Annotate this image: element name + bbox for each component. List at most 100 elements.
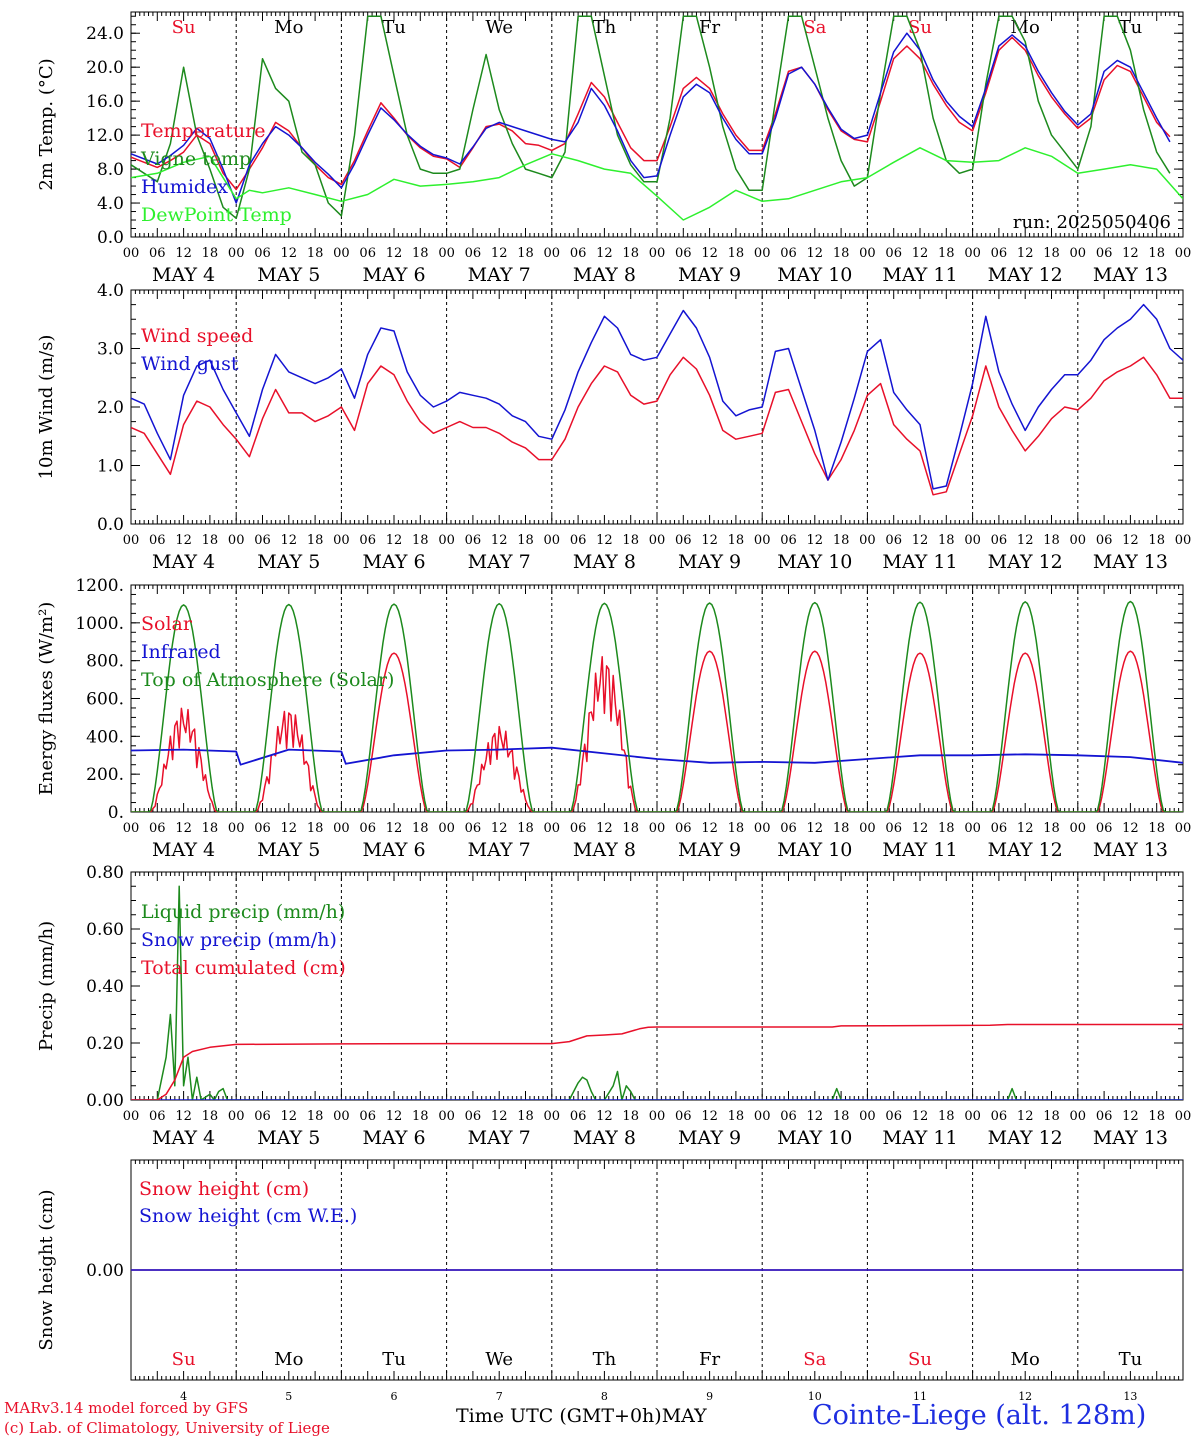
hour-tick-label: 06 — [570, 1109, 587, 1124]
hour-tick-label: 12 — [807, 821, 824, 836]
hour-tick-label: 06 — [570, 533, 587, 548]
weekday-label: Tu — [382, 17, 406, 38]
hour-tick-label: 18 — [517, 246, 534, 261]
hour-tick-label: 00 — [1070, 533, 1087, 548]
hour-tick-label: 06 — [991, 821, 1008, 836]
y-tick-label: 800. — [86, 652, 124, 672]
date-label: MAY 9 — [678, 839, 741, 861]
hour-tick-label: 18 — [1148, 246, 1165, 261]
series-group — [131, 15, 1183, 221]
hour-tick-label: 00 — [123, 821, 140, 836]
hour-tick-label: 18 — [728, 533, 745, 548]
hour-tick-label: 00 — [859, 246, 876, 261]
hour-tick-label: 06 — [885, 821, 902, 836]
hour-tick-label: 12 — [596, 246, 613, 261]
date-label: MAY 9 — [678, 264, 741, 286]
weekday-label: Mo — [1011, 17, 1040, 38]
hour-tick-label: 12 — [1122, 246, 1139, 261]
legend-label: Liquid precip (mm/h) — [141, 901, 345, 923]
hour-tick-label: 12 — [386, 1109, 403, 1124]
y-axis-label: Snow height (cm) — [36, 1189, 57, 1350]
hour-tick-label: 00 — [754, 246, 771, 261]
date-label: MAY 13 — [1093, 264, 1168, 286]
hour-tick-label: 12 — [175, 1109, 192, 1124]
hour-tick-label: 00 — [1070, 1109, 1087, 1124]
hour-tick-label: 18 — [833, 533, 850, 548]
weekday-label: We — [485, 17, 513, 38]
hour-tick-label: 00 — [754, 533, 771, 548]
date-label: MAY 7 — [468, 264, 531, 286]
hour-tick-label: 06 — [675, 246, 692, 261]
date-label: MAY 11 — [882, 551, 957, 573]
legend-label: Wind speed — [141, 325, 253, 347]
hour-tick-label: 12 — [701, 1109, 718, 1124]
hour-tick-label: 12 — [491, 246, 508, 261]
panel-energy: 0. 200. 400. 600. 800. 1000. 1200. Energy fluxe… — [36, 576, 1191, 861]
day-number-label: 10 — [808, 1390, 822, 1403]
hour-tick-label: 18 — [938, 246, 955, 261]
hour-tick-label: 12 — [596, 533, 613, 548]
date-label: MAY 13 — [1093, 839, 1168, 861]
hour-tick-label: 06 — [1096, 533, 1113, 548]
hour-tick-label: 00 — [1175, 1109, 1192, 1124]
hour-tick-label: 00 — [859, 1109, 876, 1124]
y-axis-label: Energy fluxes (W/m²) — [36, 602, 57, 796]
hour-tick-label: 12 — [912, 1109, 929, 1124]
hour-tick-label: 18 — [938, 821, 955, 836]
hour-tick-label: 12 — [1122, 533, 1139, 548]
hour-tick-label: 12 — [1122, 821, 1139, 836]
hour-tick-label: 18 — [622, 821, 639, 836]
weekday-label: Mo — [274, 1349, 303, 1370]
weekday-label: Sa — [803, 17, 826, 38]
series-line-liquid-precip-mm-h- — [131, 885, 1183, 1100]
legend-label: Snow height (cm) — [139, 1178, 309, 1200]
hour-tick-label: 18 — [307, 246, 324, 261]
date-label: MAY 4 — [152, 1127, 215, 1149]
hour-tick-label: 12 — [807, 246, 824, 261]
hour-tick-label: 18 — [1148, 1109, 1165, 1124]
hour-tick-label: 00 — [228, 533, 245, 548]
hour-tick-label: 12 — [386, 246, 403, 261]
hour-tick-label: 06 — [254, 1109, 271, 1124]
hour-tick-label: 12 — [175, 533, 192, 548]
day-number-label: 7 — [496, 1390, 503, 1403]
legend-label: Humidex — [141, 176, 228, 198]
date-label: MAY 12 — [988, 839, 1063, 861]
y-tick-label: 200. — [86, 765, 124, 785]
series-line-vigne-temp — [131, 15, 1171, 220]
lab-credit: (c) Lab. of Climatology, University of L… — [4, 1419, 330, 1437]
series-line-dewpoint-temp — [131, 147, 1183, 221]
legend-label: Snow precip (mm/h) — [141, 929, 337, 951]
hour-tick-label: 00 — [754, 1109, 771, 1124]
hour-tick-label: 06 — [149, 246, 166, 261]
hour-tick-label: 00 — [333, 821, 350, 836]
series-line-top-of-atmosphere-solar- — [131, 600, 1183, 812]
date-label: MAY 6 — [362, 839, 425, 861]
hour-tick-label: 00 — [1175, 533, 1192, 548]
y-axis-label: 10m Wind (m/s) — [36, 335, 57, 480]
weekday-label: Th — [593, 17, 617, 38]
y-tick-label: 0. — [108, 803, 124, 823]
y-tick-label: 0.0 — [97, 515, 124, 535]
hour-tick-label: 06 — [465, 821, 482, 836]
y-tick-label: 2.0 — [97, 398, 124, 418]
hour-tick-label: 12 — [912, 533, 929, 548]
series-line-solar — [131, 650, 1183, 812]
legend-label: Temperature — [141, 120, 265, 142]
hour-tick-label: 00 — [649, 1109, 666, 1124]
hour-tick-label: 18 — [728, 821, 745, 836]
hour-tick-label: 06 — [465, 533, 482, 548]
hour-tick-label: 12 — [912, 246, 929, 261]
hour-tick-label: 18 — [307, 821, 324, 836]
hour-tick-label: 00 — [228, 1109, 245, 1124]
hour-tick-label: 00 — [123, 533, 140, 548]
model-credit: MARv3.14 model forced by GFS — [4, 1399, 249, 1417]
hour-tick-label: 06 — [149, 533, 166, 548]
legend-label: DewPoint Temp — [141, 204, 292, 226]
day-number-label: 9 — [706, 1390, 713, 1403]
hour-tick-label: 12 — [596, 821, 613, 836]
hour-tick-label: 00 — [754, 821, 771, 836]
hour-tick-label: 06 — [465, 1109, 482, 1124]
date-label: MAY 11 — [882, 1127, 957, 1149]
date-label: MAY 4 — [152, 264, 215, 286]
